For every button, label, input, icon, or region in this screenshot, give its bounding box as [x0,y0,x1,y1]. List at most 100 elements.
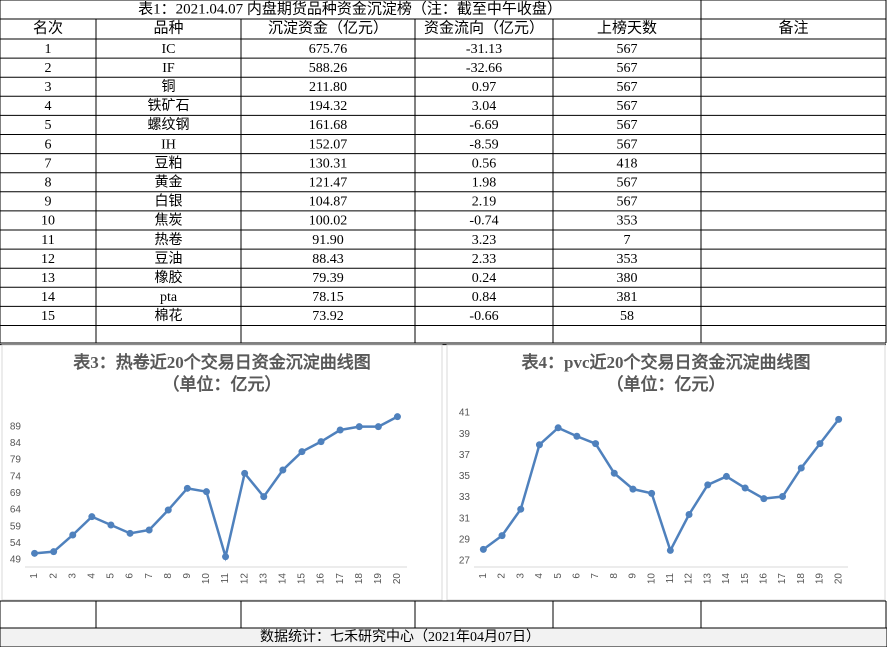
table-cell: 121.47 [309,175,348,190]
table-cell: 588.26 [309,61,348,76]
y-tick-label: 27 [459,556,471,567]
table-cell: 3 [45,80,52,95]
footer-cell [0,627,887,647]
table-cell: -32.66 [466,61,502,76]
point [835,415,843,423]
chart-subtitle: （单位：亿元） [163,374,282,394]
table-cell: 13 [41,271,55,286]
table-cell: 104.87 [309,195,348,210]
point [298,448,306,456]
point [202,488,210,496]
x-tick-label: 15 [740,573,751,585]
table-cell: 3.23 [472,233,497,248]
point [107,521,115,529]
x-tick-label: 17 [335,573,346,585]
table-cell: 9 [45,195,52,210]
point [629,485,637,493]
x-tick-label: 13 [258,573,269,585]
table-cell: 3.04 [472,99,497,114]
point [355,423,363,431]
x-tick-label: 10 [201,573,212,585]
x-tick-label: 16 [316,573,327,585]
table-cell: 194.32 [309,99,348,114]
table-cell: 675.76 [309,42,348,57]
table-cell: 0.56 [472,156,497,171]
point [241,469,249,477]
point [393,413,401,421]
table-cell: 567 [617,118,638,133]
table-cell: 7 [624,233,631,248]
table-cell: 91.90 [312,233,344,248]
table-cell: 567 [617,137,638,152]
table-cell: 黄金 [155,173,183,190]
table-cell: 铁矿石 [148,98,190,114]
table-cell: 130.31 [309,156,348,171]
x-tick-label: 3 [67,573,78,579]
table-cell: 1 [45,42,52,57]
table-cell: 6 [45,137,52,152]
y-tick-label: 29 [459,534,471,545]
chart-title: 表4：pvc近20个交易日资金沉淀曲线图 [522,352,811,372]
x-tick-label: 12 [684,573,695,585]
point [164,506,172,514]
table-cell: 567 [617,42,638,57]
x-tick-label: 2 [48,573,59,579]
table-cell: 豆油 [155,251,183,267]
x-tick-label: 1 [29,573,40,579]
table-cell: 豆粕 [155,155,183,171]
x-tick-label: 8 [609,573,620,579]
point [517,505,525,513]
point [610,469,618,477]
table-cell: IH [161,137,176,152]
x-tick-label: 6 [571,573,582,579]
table-cell: 100.02 [309,214,348,229]
table-cell: 0.84 [472,290,497,305]
table-cell: 79.39 [312,271,344,286]
table-cell: 2 [45,61,52,76]
point [31,549,39,557]
x-tick-label: 4 [86,573,97,579]
point [479,545,487,553]
table-cell: 螺纹钢 [148,117,190,133]
x-tick-label: 10 [646,573,657,585]
x-tick-label: 9 [628,573,639,579]
table-cell: 棉花 [155,307,183,324]
x-tick-label: 11 [665,573,676,584]
y-tick-label: 84 [10,438,22,449]
table-cell: 2.33 [472,252,497,267]
x-tick-label: 18 [796,573,807,585]
y-tick-label: 37 [459,450,471,461]
table-cell: -6.69 [469,118,498,133]
table-cell: 78.15 [312,290,344,305]
table-cell: 418 [617,156,638,171]
point [722,472,730,480]
x-tick-label: 1 [478,573,489,579]
point [183,484,191,492]
x-tick-label: 14 [721,573,732,585]
y-tick-label: 64 [10,505,22,516]
header-cell: 名次 [33,19,63,36]
table-cell: 567 [617,99,638,114]
header-cell: 沉淀资金（亿元） [268,19,388,36]
table-cell: 58 [620,309,634,324]
y-tick-label: 49 [10,555,22,566]
table-cell: -0.74 [469,214,498,229]
chart-subtitle: （单位：亿元） [607,374,726,394]
point [222,553,230,561]
x-tick-label: 15 [297,573,308,585]
point [69,531,77,539]
point [592,440,600,448]
x-tick-label: 13 [702,573,713,585]
y-tick-label: 89 [10,421,22,432]
x-tick-label: 7 [590,573,601,579]
table-cell: 12 [41,252,55,267]
table-cell: 567 [617,195,638,210]
x-tick-label: 3 [515,573,526,579]
point [126,529,134,537]
table-cell: 353 [617,252,638,267]
x-tick-label: 16 [758,573,769,585]
point [704,481,712,489]
point [374,423,382,431]
point [760,495,768,503]
